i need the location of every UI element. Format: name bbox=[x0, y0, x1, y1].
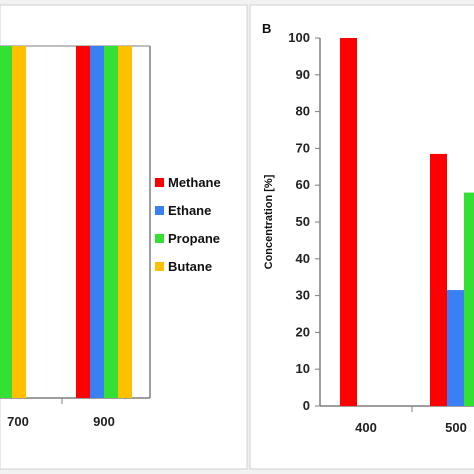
y-tick-label: 30 bbox=[296, 288, 310, 303]
bar-butane-700 bbox=[12, 46, 26, 398]
bar-propane-700 bbox=[0, 46, 12, 398]
left-x-ticks: 700 900 bbox=[7, 398, 115, 429]
bar-propane-900 bbox=[104, 46, 118, 398]
bar-methane-900 bbox=[76, 46, 90, 398]
x-tick-label: 900 bbox=[93, 414, 115, 429]
left-bars bbox=[0, 46, 132, 398]
x-tick-label: 500 bbox=[445, 420, 467, 435]
y-tick-label: 80 bbox=[296, 104, 310, 119]
y-tick-label: 90 bbox=[296, 67, 310, 82]
y-tick-label: 60 bbox=[296, 177, 310, 192]
y-tick-label: 70 bbox=[296, 140, 310, 155]
y-tick-label: 40 bbox=[296, 251, 310, 266]
left-plot-area: 700 900 bbox=[0, 45, 151, 429]
legend-label-propane: Propane bbox=[168, 231, 220, 246]
legend: Methane Ethane Propane Butane bbox=[155, 175, 221, 274]
right-x-ticks: 400 500 bbox=[355, 406, 467, 435]
y-tick-label: 50 bbox=[296, 214, 310, 229]
legend-swatch-butane bbox=[155, 262, 164, 271]
legend-label-methane: Methane bbox=[168, 175, 221, 190]
right-y-ticks: 0 10 20 30 40 50 60 70 80 90 100 bbox=[288, 30, 320, 413]
legend-swatch-propane bbox=[155, 234, 164, 243]
x-tick-label: 700 bbox=[7, 414, 29, 429]
legend-swatch-methane bbox=[155, 178, 164, 187]
bar-ethane-500 bbox=[447, 290, 464, 406]
right-bars bbox=[340, 38, 474, 406]
bar-butane-900 bbox=[118, 46, 132, 398]
bar-propane-500 bbox=[464, 192, 474, 406]
y-tick-label: 20 bbox=[296, 324, 310, 339]
x-tick-label: 400 bbox=[355, 420, 377, 435]
legend-label-butane: Butane bbox=[168, 259, 212, 274]
bar-methane-500 bbox=[430, 153, 447, 406]
legend-label-ethane: Ethane bbox=[168, 203, 211, 218]
right-plot-area: 0 10 20 30 40 50 60 70 80 90 100 400 500 bbox=[288, 30, 474, 435]
right-y-axis-label: Concentration [%] bbox=[263, 174, 275, 269]
y-tick-label: 10 bbox=[296, 361, 310, 376]
bar-ethane-900 bbox=[90, 46, 104, 398]
y-tick-label: 100 bbox=[288, 30, 310, 45]
y-tick-label: 0 bbox=[303, 398, 310, 413]
panel-label-b: B bbox=[262, 21, 271, 36]
bar-methane-400 bbox=[340, 38, 357, 406]
legend-swatch-ethane bbox=[155, 206, 164, 215]
